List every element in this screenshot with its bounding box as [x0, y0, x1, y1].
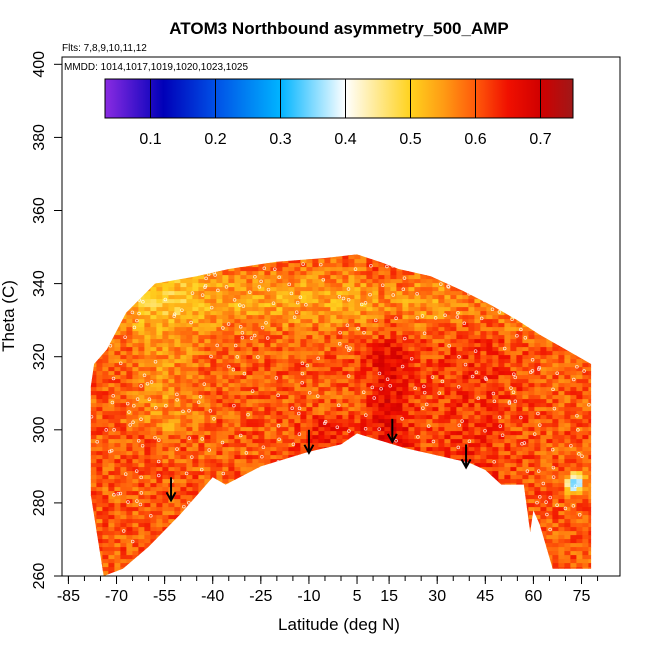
- x-tick-label: 75: [573, 588, 591, 605]
- y-tick-label: 380: [31, 124, 48, 151]
- arrow-annotations: [165, 418, 472, 503]
- colorbar-tick-label: 0.2: [204, 131, 226, 148]
- x-tick-label: -25: [249, 588, 272, 605]
- colorbar-tick-label: 0.1: [139, 131, 161, 148]
- arrow-annotation-1: [165, 477, 177, 503]
- y-tick-label: 400: [31, 51, 48, 78]
- x-tick-label: 5: [353, 588, 362, 605]
- dates-annotation: MMDD: 1014,1017,1019,1020,1023,1025: [64, 62, 248, 73]
- y-tick-label: 360: [31, 197, 48, 224]
- y-tick-label: 300: [31, 416, 48, 443]
- colorbar-tick-label: 0.3: [269, 131, 291, 148]
- x-tick-label: 15: [380, 588, 398, 605]
- colorbar-tick-label: 0.6: [464, 131, 486, 148]
- x-axis: -85 -70 -55 -40 -25 -10 5 15 30 45 60 75: [57, 576, 599, 605]
- arrow-annotation-3: [386, 418, 398, 444]
- flights-annotation: Flts: 7,8,9,10,11,12: [62, 43, 147, 54]
- colorbar: [104, 78, 574, 119]
- x-tick-label: 45: [476, 588, 494, 605]
- arrow-annotation-4: [460, 444, 472, 470]
- x-tick-label: 30: [428, 588, 446, 605]
- x-axis-label: Latitude (deg N): [278, 615, 400, 634]
- y-axis: 260 280 300 320 340 360 380 400: [31, 51, 62, 589]
- chart-title: ATOM3 Northbound asymmetry_500_AMP: [169, 19, 508, 38]
- colorbar-tick-label: 0.7: [529, 131, 551, 148]
- colorbar-tick-label: 0.4: [334, 131, 356, 148]
- x-tick-label: -55: [153, 588, 176, 605]
- x-tick-label: -40: [201, 588, 224, 605]
- heatmap-field: [90, 254, 592, 576]
- x-tick-label: -85: [57, 588, 80, 605]
- x-tick-label: -70: [105, 588, 128, 605]
- y-tick-label: 320: [31, 343, 48, 370]
- y-tick-label: 340: [31, 270, 48, 297]
- y-tick-label: 280: [31, 489, 48, 516]
- colorbar-ticks: 0.1 0.2 0.3 0.4 0.5 0.6 0.7: [139, 79, 552, 148]
- arrow-annotation-2: [303, 429, 315, 455]
- y-tick-label: 260: [31, 563, 48, 590]
- x-tick-label: 60: [525, 588, 543, 605]
- y-axis-label: Theta (C): [0, 280, 18, 352]
- colorbar-tick-label: 0.5: [399, 131, 421, 148]
- x-tick-label: -10: [297, 588, 320, 605]
